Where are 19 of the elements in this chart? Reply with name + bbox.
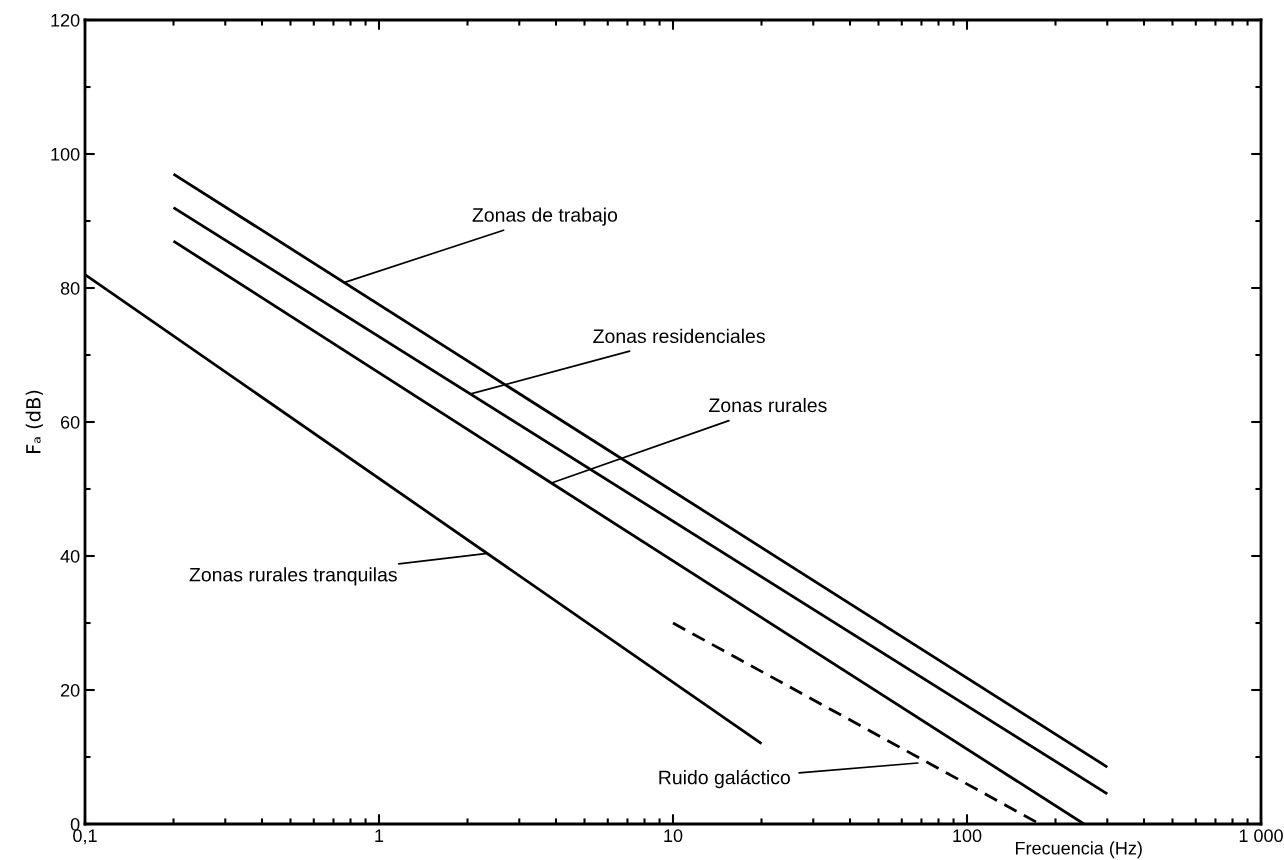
y-tick-label: 100 <box>51 147 80 161</box>
x-tick-label: 100 <box>953 829 982 843</box>
annotation: Ruido galáctico <box>659 769 790 789</box>
x-tick-label: 10 <box>664 829 683 843</box>
x-tick-label: 1 <box>375 829 384 842</box>
annotation: Zonas residenciales <box>593 328 765 344</box>
x-tick-label: 0,1 <box>73 829 97 845</box>
y-tick-label: 60 <box>60 415 80 429</box>
y-tick-label: 40 <box>60 549 80 563</box>
y-axis-title: Fₐ (dB) <box>25 390 43 454</box>
x-axis-title: Frecuencia (Hz) <box>1015 841 1142 859</box>
annotation: Zonas rurales <box>709 397 827 413</box>
annotation: Zonas rurales tranquilas <box>189 567 397 586</box>
x-tick-label: 1 000 <box>1239 829 1283 843</box>
y-tick-label: 0 <box>70 817 80 831</box>
y-tick-label: 120 <box>51 13 80 27</box>
y-tick-label: 80 <box>60 281 80 295</box>
y-tick-label: 20 <box>60 683 80 697</box>
annotation: Zonas de trabajo <box>472 207 618 226</box>
